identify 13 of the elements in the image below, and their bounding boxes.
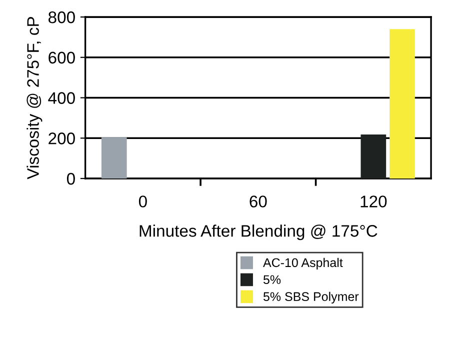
y-tick-label: 200 (48, 132, 75, 144)
y-tick-label: 800 (48, 11, 75, 24)
legend-label: 5% SBS Polymer (263, 292, 359, 304)
legend-label: 5% (263, 275, 281, 284)
x-tick-label: 60 (250, 196, 267, 208)
y-tick-label: 400 (48, 92, 75, 104)
y-tick-label: 0 (66, 172, 75, 185)
x-tick-label: 120 (360, 196, 387, 208)
x-axis-title: Minutes After Blending @ 175°C (140, 224, 378, 240)
y-axis-title: Viscosity @ 275°F, cP (26, 17, 42, 180)
y-tick-label: 600 (48, 52, 75, 64)
x-tick-label: 0 (138, 196, 147, 208)
legend-label: AC-10 Asphalt (263, 258, 343, 270)
